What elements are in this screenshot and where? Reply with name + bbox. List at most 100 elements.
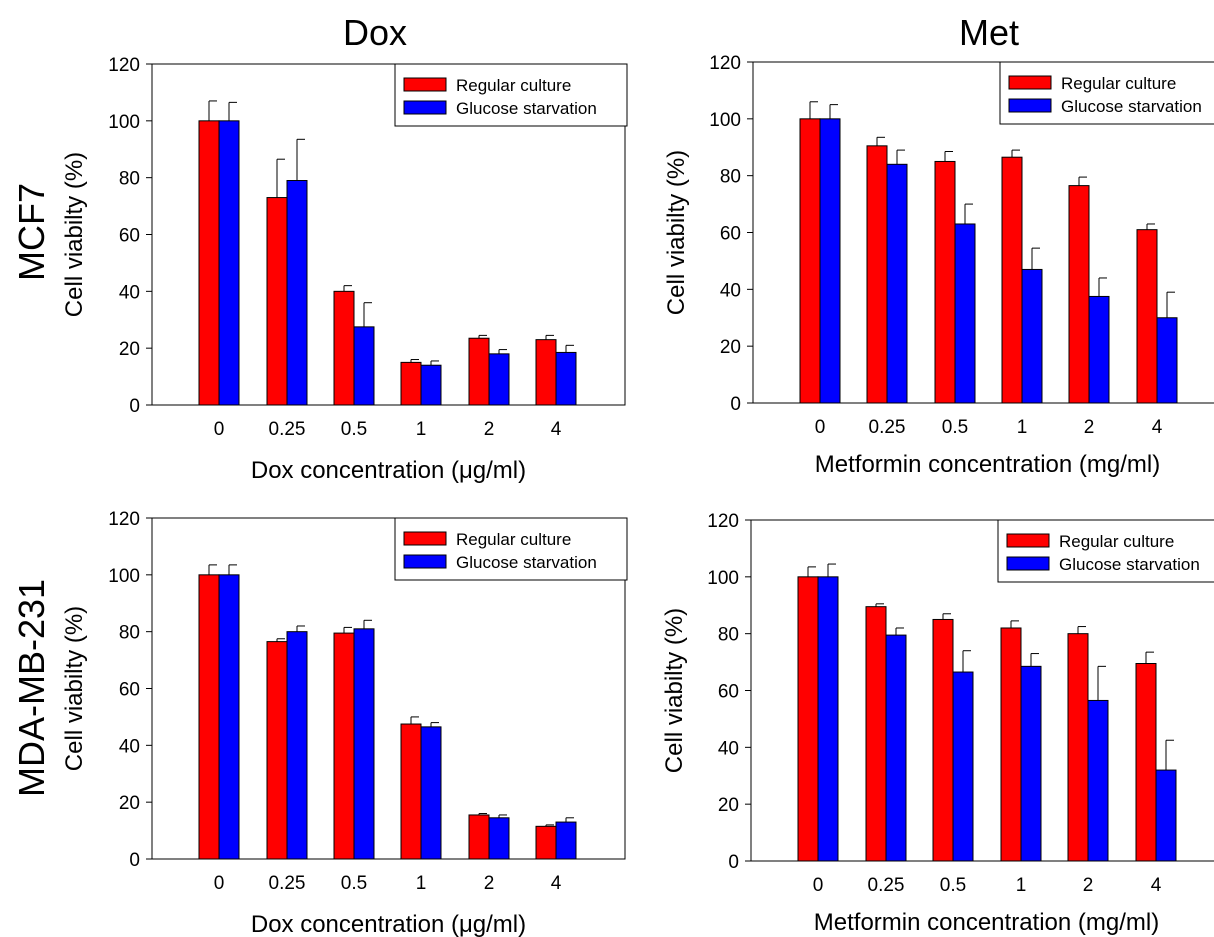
y-axis-label: Cell viabilty (%) — [661, 608, 688, 773]
y-tick-label: 100 — [108, 112, 140, 133]
bar-regular-culture — [468, 337, 490, 406]
y-tick-label: 80 — [718, 625, 739, 646]
x-tick-label: 4 — [551, 419, 562, 440]
bar-regular-culture — [934, 160, 956, 404]
bar-glucose-starvation — [952, 671, 974, 862]
legend-label: Regular culture — [1061, 74, 1176, 93]
bar-glucose-starvation — [1020, 665, 1042, 862]
y-tick-label: 100 — [108, 566, 140, 587]
bar-regular-culture — [198, 120, 220, 406]
bar-regular-culture — [266, 197, 288, 406]
y-tick-label: 40 — [718, 738, 739, 759]
bar-glucose-starvation — [488, 353, 510, 406]
x-axis-label: Metformin concentration (mg/ml) — [815, 451, 1160, 478]
legend-label: Regular culture — [456, 530, 571, 549]
y-axis-label: Cell viabilty (%) — [663, 150, 690, 315]
x-tick-label: 0.5 — [940, 875, 966, 896]
row-label-mcf7: MCF7 — [11, 183, 52, 281]
bar-regular-culture — [400, 723, 422, 860]
chart-panel: 0 20 40 60 80 100 120 0 0.25 0.5 1 2 4 Cell viabilty … — [663, 53, 1214, 478]
legend: Regular culture Glucose starvation — [999, 61, 1214, 125]
bar-glucose-starvation — [286, 631, 308, 860]
x-tick-label: 0.25 — [869, 417, 906, 438]
y-tick-label: 80 — [720, 167, 741, 188]
x-tick-label: 4 — [1151, 875, 1162, 896]
x-tick-label: 1 — [416, 873, 427, 894]
legend-label: Regular culture — [1059, 532, 1174, 551]
bar-glucose-starvation — [488, 817, 510, 860]
bar-regular-culture — [797, 576, 819, 862]
legend-box — [394, 517, 628, 581]
legend: Regular culture Glucose starvation — [997, 519, 1214, 583]
y-tick-label: 0 — [730, 394, 741, 415]
legend-box — [394, 63, 628, 127]
y-tick-label: 20 — [720, 337, 741, 358]
legend-swatch-regular-culture — [403, 77, 447, 92]
y-tick-label: 20 — [119, 793, 140, 814]
x-tick-label: 4 — [551, 873, 562, 894]
bar-glucose-starvation — [353, 628, 375, 860]
x-tick-label: 2 — [484, 873, 495, 894]
bar-glucose-starvation — [218, 120, 240, 406]
y-tick-label: 0 — [129, 396, 140, 417]
legend-swatch-regular-culture — [1008, 75, 1052, 90]
x-tick-label: 2 — [1084, 417, 1095, 438]
bar-regular-culture — [333, 290, 355, 406]
bar-regular-culture — [535, 825, 557, 860]
x-tick-label: 4 — [1152, 417, 1163, 438]
y-tick-label: 120 — [108, 509, 140, 530]
x-tick-label: 2 — [484, 419, 495, 440]
legend-label: Glucose starvation — [456, 553, 597, 572]
bar-regular-culture — [198, 574, 220, 860]
y-tick-label: 0 — [728, 852, 739, 873]
x-tick-label: 1 — [1016, 875, 1027, 896]
bar-glucose-starvation — [420, 364, 442, 406]
x-tick-label: 0.5 — [341, 873, 367, 894]
legend-swatch-glucose-starvation — [1008, 98, 1052, 113]
x-axis-label: Metformin concentration (mg/ml) — [814, 909, 1159, 936]
chart-panel: 0 20 40 60 80 100 120 0 0.25 0.5 1 2 4 Cell viabilty … — [61, 509, 628, 937]
bar-glucose-starvation — [819, 118, 841, 404]
legend-swatch-glucose-starvation — [1006, 556, 1050, 571]
bar-glucose-starvation — [886, 163, 908, 404]
legend-swatch-regular-culture — [1006, 533, 1050, 548]
bar-regular-culture — [932, 618, 954, 862]
legend-label: Regular culture — [456, 76, 571, 95]
x-axis-label: Dox concentration (μg/ml) — [251, 457, 526, 484]
bar-glucose-starvation — [555, 821, 577, 860]
bar-regular-culture — [1136, 229, 1158, 404]
y-tick-label: 40 — [720, 280, 741, 301]
bar-glucose-starvation — [1088, 295, 1110, 404]
y-axis-label: Cell viabilty (%) — [61, 606, 88, 771]
y-tick-label: 80 — [119, 169, 140, 190]
y-tick-label: 20 — [718, 795, 739, 816]
y-tick-label: 100 — [707, 568, 739, 589]
column-title-met: Met — [959, 12, 1019, 53]
y-tick-label: 40 — [119, 736, 140, 757]
y-tick-label: 60 — [720, 224, 741, 245]
y-tick-label: 60 — [718, 682, 739, 703]
legend-swatch-regular-culture — [403, 531, 447, 546]
bar-regular-culture — [535, 339, 557, 406]
bar-glucose-starvation — [286, 180, 308, 406]
legend: Regular culture Glucose starvation — [394, 517, 628, 581]
bar-regular-culture — [333, 632, 355, 860]
legend-box — [997, 519, 1214, 583]
legend: Regular culture Glucose starvation — [394, 63, 628, 127]
chart-panel: 0 20 40 60 80 100 120 0 0.25 0.5 1 2 4 Cell viabilty … — [661, 511, 1214, 936]
y-tick-label: 0 — [129, 850, 140, 871]
x-tick-label: 0 — [214, 873, 225, 894]
bar-regular-culture — [1000, 627, 1022, 862]
bar-regular-culture — [1135, 663, 1157, 862]
y-tick-label: 60 — [119, 226, 140, 247]
bar-regular-culture — [799, 118, 821, 404]
bar-glucose-starvation — [353, 326, 375, 406]
x-tick-label: 0.25 — [269, 419, 306, 440]
legend-box — [999, 61, 1214, 125]
x-tick-label: 1 — [1017, 417, 1028, 438]
x-tick-label: 0 — [813, 875, 824, 896]
x-tick-label: 0 — [815, 417, 826, 438]
bar-regular-culture — [1068, 185, 1090, 404]
x-tick-label: 0.25 — [269, 873, 306, 894]
